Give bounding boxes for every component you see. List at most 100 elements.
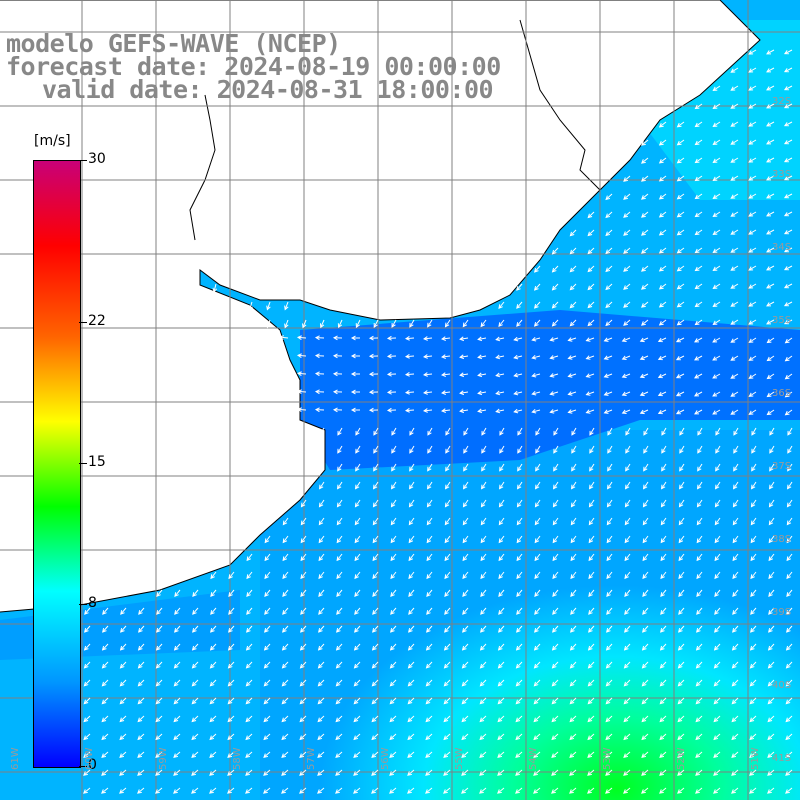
wind-arrow <box>300 571 307 579</box>
wind-arrow <box>641 301 649 308</box>
wind-arrow-head <box>606 574 611 580</box>
wind-arrow-head <box>209 645 215 651</box>
wind-arrow <box>786 571 793 579</box>
wind-arrow-head <box>477 354 483 360</box>
wind-arrow-head <box>319 484 324 490</box>
wind-arrow <box>389 751 397 758</box>
wind-arrow <box>786 553 793 561</box>
wind-arrow <box>444 661 451 669</box>
wind-arrow <box>641 229 649 236</box>
wind-arrow-head <box>641 303 646 308</box>
wind-arrow <box>677 787 685 794</box>
wind-arrow-head <box>318 627 323 633</box>
wind-arrow <box>607 427 613 436</box>
wind-arrow <box>514 391 523 395</box>
wind-arrow <box>318 625 325 633</box>
wind-arrow <box>516 679 523 687</box>
wind-arrow-head <box>659 699 665 705</box>
wind-arrow-head <box>694 176 700 182</box>
wind-arrow <box>767 733 775 740</box>
wind-arrow <box>769 445 775 454</box>
wind-arrow <box>442 409 451 412</box>
wind-arrow-head <box>299 681 305 687</box>
wind-arrow-head <box>427 484 432 490</box>
wind-arrow <box>713 319 721 325</box>
wind-arrow-head <box>641 213 646 218</box>
wind-arrow <box>767 715 775 722</box>
wind-arrow <box>353 769 361 776</box>
wind-arrow <box>748 265 757 271</box>
wind-arrow-head <box>517 430 522 436</box>
wind-arrow-head <box>497 681 503 687</box>
wind-arrow <box>461 697 469 704</box>
wind-arrow <box>532 391 541 395</box>
wind-arrow <box>570 247 577 255</box>
wind-arrow-head <box>426 627 431 633</box>
wind-arrow <box>751 445 757 454</box>
wind-arrow-head <box>281 699 287 705</box>
wind-arrow <box>678 553 685 561</box>
wind-arrow <box>174 679 181 687</box>
wind-arrow <box>409 445 415 454</box>
wind-arrow-head <box>498 627 503 633</box>
wind-arrow-head <box>623 771 628 776</box>
wind-arrow-head <box>516 502 522 508</box>
wind-arrow <box>606 571 613 579</box>
wind-arrow <box>785 769 793 776</box>
wind-arrow-head <box>479 789 484 794</box>
wind-arrow <box>478 373 487 376</box>
wind-arrow-head <box>119 735 125 741</box>
wind-arrow <box>679 481 685 489</box>
wind-arrow-head <box>498 610 503 615</box>
wind-arrow <box>784 103 793 109</box>
wind-arrow <box>318 553 325 561</box>
wind-arrow-head <box>444 520 450 526</box>
wind-arrow-head <box>712 122 718 127</box>
wind-arrow <box>678 607 685 615</box>
wind-arrow <box>730 319 739 325</box>
wind-arrow-head <box>407 753 413 758</box>
wind-arrow <box>534 319 541 327</box>
wind-arrow <box>748 211 757 217</box>
wind-arrow-head <box>676 140 682 146</box>
wind-arrow-head <box>264 610 269 615</box>
wind-arrow-head <box>137 753 143 758</box>
wind-arrow <box>478 355 487 358</box>
wind-arrow <box>767 355 775 361</box>
wind-arrow-head <box>605 771 610 776</box>
wind-arrow-head <box>533 321 539 327</box>
wind-arrow-head <box>751 448 756 454</box>
wind-arrow <box>319 481 325 489</box>
wind-arrow-head <box>386 407 392 413</box>
wind-arrow-head <box>768 627 773 633</box>
wind-arrow-head <box>658 141 664 146</box>
wind-arrow-head <box>535 448 540 454</box>
valid-date: valid date: 2024-08-31 18:00:00 <box>42 75 494 104</box>
wind-arrow <box>695 301 703 307</box>
colorbar-tick-mark <box>79 766 87 767</box>
wind-arrow <box>372 661 379 669</box>
wind-arrow <box>516 607 523 615</box>
wind-arrow <box>282 553 289 561</box>
wind-arrow-head <box>155 789 160 794</box>
wind-arrow <box>623 265 631 272</box>
wind-arrow <box>623 787 631 794</box>
wind-arrow <box>733 499 739 507</box>
wind-arrow <box>156 607 163 615</box>
wind-arrow-head <box>425 789 430 794</box>
wind-arrow-head <box>569 231 575 237</box>
wind-arrow <box>606 679 613 687</box>
wind-arrow <box>641 769 649 776</box>
wind-arrow <box>514 355 523 359</box>
wind-arrow <box>767 391 775 397</box>
wind-arrow-head <box>749 699 755 705</box>
wind-arrow-head <box>499 448 504 454</box>
wind-arrow <box>641 283 649 290</box>
wind-arrow-head <box>263 699 269 705</box>
wind-arrow <box>768 607 775 615</box>
wind-arrow-head <box>659 663 665 669</box>
wind-arrow <box>227 787 235 794</box>
wind-arrow <box>785 697 793 704</box>
wind-arrow <box>228 661 235 669</box>
wind-arrow <box>246 661 253 669</box>
